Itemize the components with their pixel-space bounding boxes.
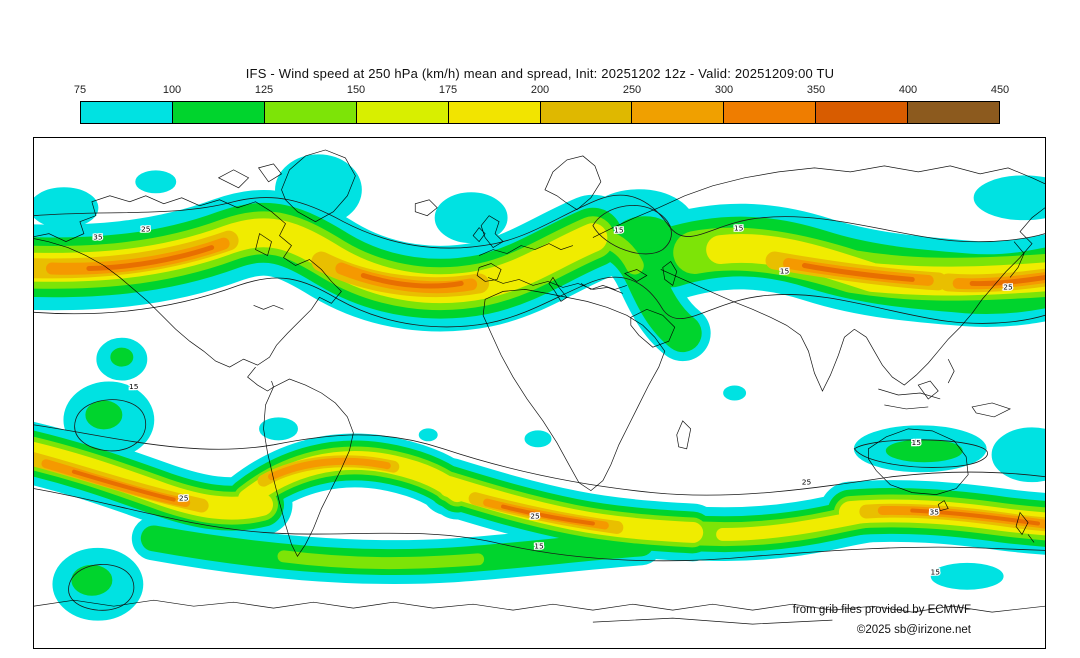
colorbar-tick-label: 250 bbox=[622, 84, 642, 96]
colorbar-tick-label: 100 bbox=[162, 84, 182, 96]
cyan-patch-small-4 bbox=[418, 428, 438, 442]
coastline-arabia bbox=[630, 308, 676, 348]
cyan-patch-topleft bbox=[34, 187, 99, 229]
coastline-black-caspian bbox=[624, 261, 678, 287]
contour-label: 25 bbox=[1003, 282, 1013, 291]
cyan-patch-small-2 bbox=[524, 430, 552, 448]
coastline-south-america bbox=[263, 378, 354, 558]
colorbar-segment bbox=[355, 102, 448, 123]
coastline-africa bbox=[482, 289, 666, 492]
cyan-patch-arctic bbox=[135, 170, 177, 194]
colorbar-tick-label: 300 bbox=[714, 84, 734, 96]
colorbar-segment bbox=[815, 102, 908, 123]
coastline-hudson-bay bbox=[255, 233, 272, 257]
wind-band-deep-orange-layer bbox=[71, 245, 1045, 526]
contour-loop-scandinavia bbox=[592, 205, 672, 255]
contour-label: 15 bbox=[734, 224, 744, 233]
colorbar-segment bbox=[171, 102, 264, 123]
cyan-patch-topright bbox=[973, 175, 1045, 221]
green-patch-above-australia bbox=[885, 439, 963, 463]
colorbar-tick-label: 350 bbox=[806, 84, 826, 96]
contour-loop-leftmid bbox=[74, 399, 146, 452]
contour-loop-australia bbox=[853, 439, 988, 468]
coastline-antarctica bbox=[34, 599, 1045, 625]
coastline-great-lakes bbox=[253, 304, 284, 310]
contour-south-lower bbox=[34, 488, 1045, 562]
colorbar-tick-label: 200 bbox=[530, 84, 550, 96]
colorbar-tick-label: 175 bbox=[438, 84, 458, 96]
coastline-se-asia-islands bbox=[878, 358, 1011, 418]
colorbar-segment bbox=[907, 102, 1000, 123]
contour-label: 25 bbox=[141, 225, 151, 234]
coastline-asia-south bbox=[660, 269, 867, 392]
weather-map: 35 25 15 15 15 25 15 25 25 15 35 25 15 15 from grib f… bbox=[33, 137, 1046, 649]
contour-label: 25 bbox=[802, 478, 812, 487]
contour-label: 25 bbox=[179, 494, 189, 503]
green-patch-bottomleft bbox=[71, 564, 113, 596]
colorbar bbox=[80, 101, 1000, 124]
coastline-scandinavia bbox=[544, 155, 602, 211]
contour-label: 15 bbox=[129, 382, 139, 391]
contour-label: 15 bbox=[911, 438, 921, 447]
colorbar-tick-label: 125 bbox=[254, 84, 274, 96]
colorbar-segment bbox=[723, 102, 816, 123]
coastlines bbox=[34, 149, 1045, 625]
contour-label: 15 bbox=[780, 266, 790, 275]
contour-label: 35 bbox=[929, 508, 939, 517]
colorbar-segment bbox=[447, 102, 540, 123]
green-patch-leftmid bbox=[85, 400, 123, 430]
chart-title: IFS - Wind speed at 250 hPa (km/h) mean … bbox=[245, 66, 835, 81]
contour-label: 15 bbox=[930, 567, 940, 576]
spread-contours bbox=[34, 194, 1045, 611]
coastline-north-america bbox=[34, 195, 342, 368]
contour-label: 15 bbox=[534, 541, 544, 550]
cyan-patch-small-3 bbox=[723, 385, 747, 401]
contour-label: 15 bbox=[614, 226, 624, 235]
colorbar-tick-label: 150 bbox=[346, 84, 366, 96]
coastline-madagascar bbox=[676, 420, 692, 450]
coastline-europe bbox=[476, 243, 627, 302]
coastline-new-zealand bbox=[1015, 511, 1035, 543]
attribution-source: from grib files provided by ECMWF bbox=[792, 604, 971, 616]
cyan-patch-rightmid bbox=[991, 427, 1045, 483]
coastline-australia bbox=[868, 428, 969, 511]
colorbar-segment bbox=[263, 102, 356, 123]
coastline-central-america bbox=[247, 366, 274, 392]
cyan-patch-small-1 bbox=[259, 417, 298, 441]
attribution-copyright: ©2025 sb@irizone.net bbox=[856, 624, 971, 636]
weather-map-canvas: 35 25 15 15 15 25 15 25 25 15 35 25 15 15 bbox=[34, 138, 1045, 648]
colorbar-tick-label: 400 bbox=[898, 84, 918, 96]
colorbar-segment bbox=[631, 102, 724, 123]
contour-north-upper bbox=[34, 194, 1045, 249]
colorbar-segment bbox=[81, 102, 172, 123]
contour-labels-group: 35 25 15 15 15 25 15 25 25 15 35 25 15 15 bbox=[92, 222, 1014, 577]
coastline-uk bbox=[472, 215, 504, 249]
colorbar-segment bbox=[539, 102, 632, 123]
contour-south-upper bbox=[34, 424, 1045, 496]
attribution: from grib files provided by ECMWF ©2025 … bbox=[793, 600, 971, 640]
contour-loop-bottomleft bbox=[68, 564, 135, 611]
coastline-greenland bbox=[281, 149, 356, 223]
coastline-asia-east bbox=[866, 207, 1045, 386]
contour-label: 25 bbox=[530, 512, 540, 521]
green-patch-scandinavia bbox=[616, 216, 674, 250]
cyan-patch-natlantic bbox=[434, 192, 508, 244]
coastline-asia-north bbox=[592, 165, 1045, 238]
contour-label: 35 bbox=[93, 233, 103, 242]
coastline-arctic-islands bbox=[217, 163, 283, 189]
green-patch-left-small bbox=[110, 347, 134, 367]
colorbar-tick-label: 75 bbox=[73, 84, 87, 96]
cyan-patch-bottomright bbox=[930, 562, 1004, 590]
colorbar-tick-label: 450 bbox=[990, 84, 1010, 96]
colorbar-ticks: 75 100 125 150 175 200 250 300 350 400 450 bbox=[74, 84, 1009, 98]
coastline-iceland bbox=[414, 199, 438, 217]
coastline-japan bbox=[1009, 241, 1025, 278]
